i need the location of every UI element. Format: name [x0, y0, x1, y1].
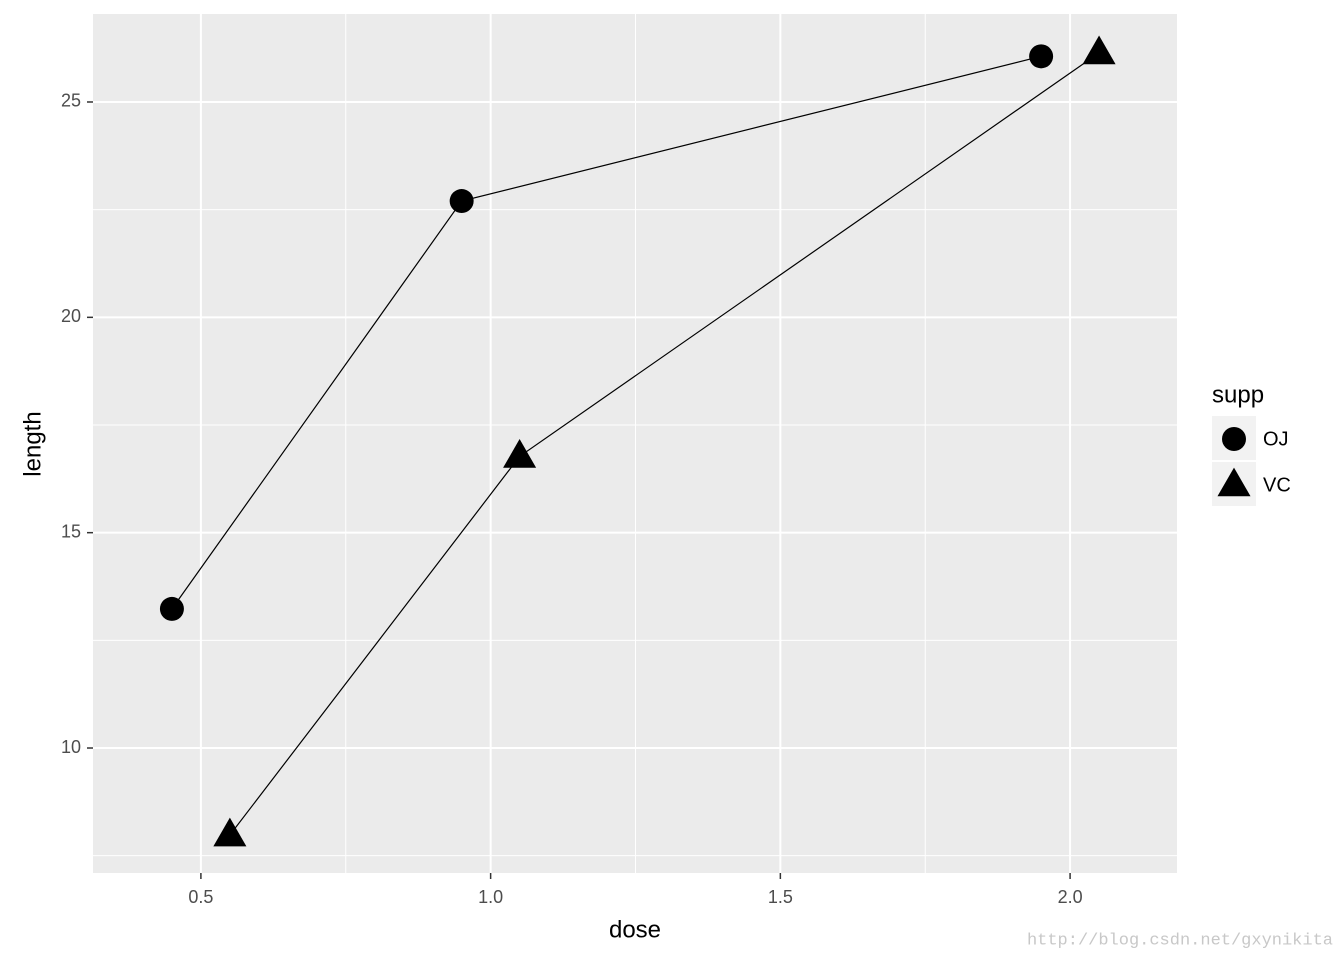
x-axis-title: dose [609, 916, 661, 943]
y-tick-label: 15 [61, 521, 81, 541]
point [1082, 35, 1116, 65]
y-tick-label: 25 [61, 91, 81, 111]
legend-title: supp [1212, 381, 1264, 408]
x-tick-label: 1.5 [768, 887, 793, 907]
legend-label: OJ [1263, 428, 1289, 450]
grid [93, 14, 1177, 873]
y-axis-title: length [19, 411, 46, 476]
point [1029, 44, 1054, 69]
watermark: http://blog.csdn.net/gxynikita [1027, 931, 1333, 950]
x-tick-label: 1.0 [478, 887, 503, 907]
legend-symbol [1222, 427, 1246, 451]
y-tick-label: 20 [61, 306, 81, 326]
marks [159, 35, 1116, 847]
point [213, 817, 247, 847]
legend-symbol [1217, 467, 1251, 497]
point [503, 439, 537, 468]
legend-label: VC [1263, 474, 1291, 496]
y-tick-label: 10 [61, 737, 81, 757]
x-tick-label: 2.0 [1058, 887, 1083, 907]
x-tick-label: 0.5 [188, 887, 213, 907]
point [449, 189, 474, 214]
point [159, 596, 184, 621]
